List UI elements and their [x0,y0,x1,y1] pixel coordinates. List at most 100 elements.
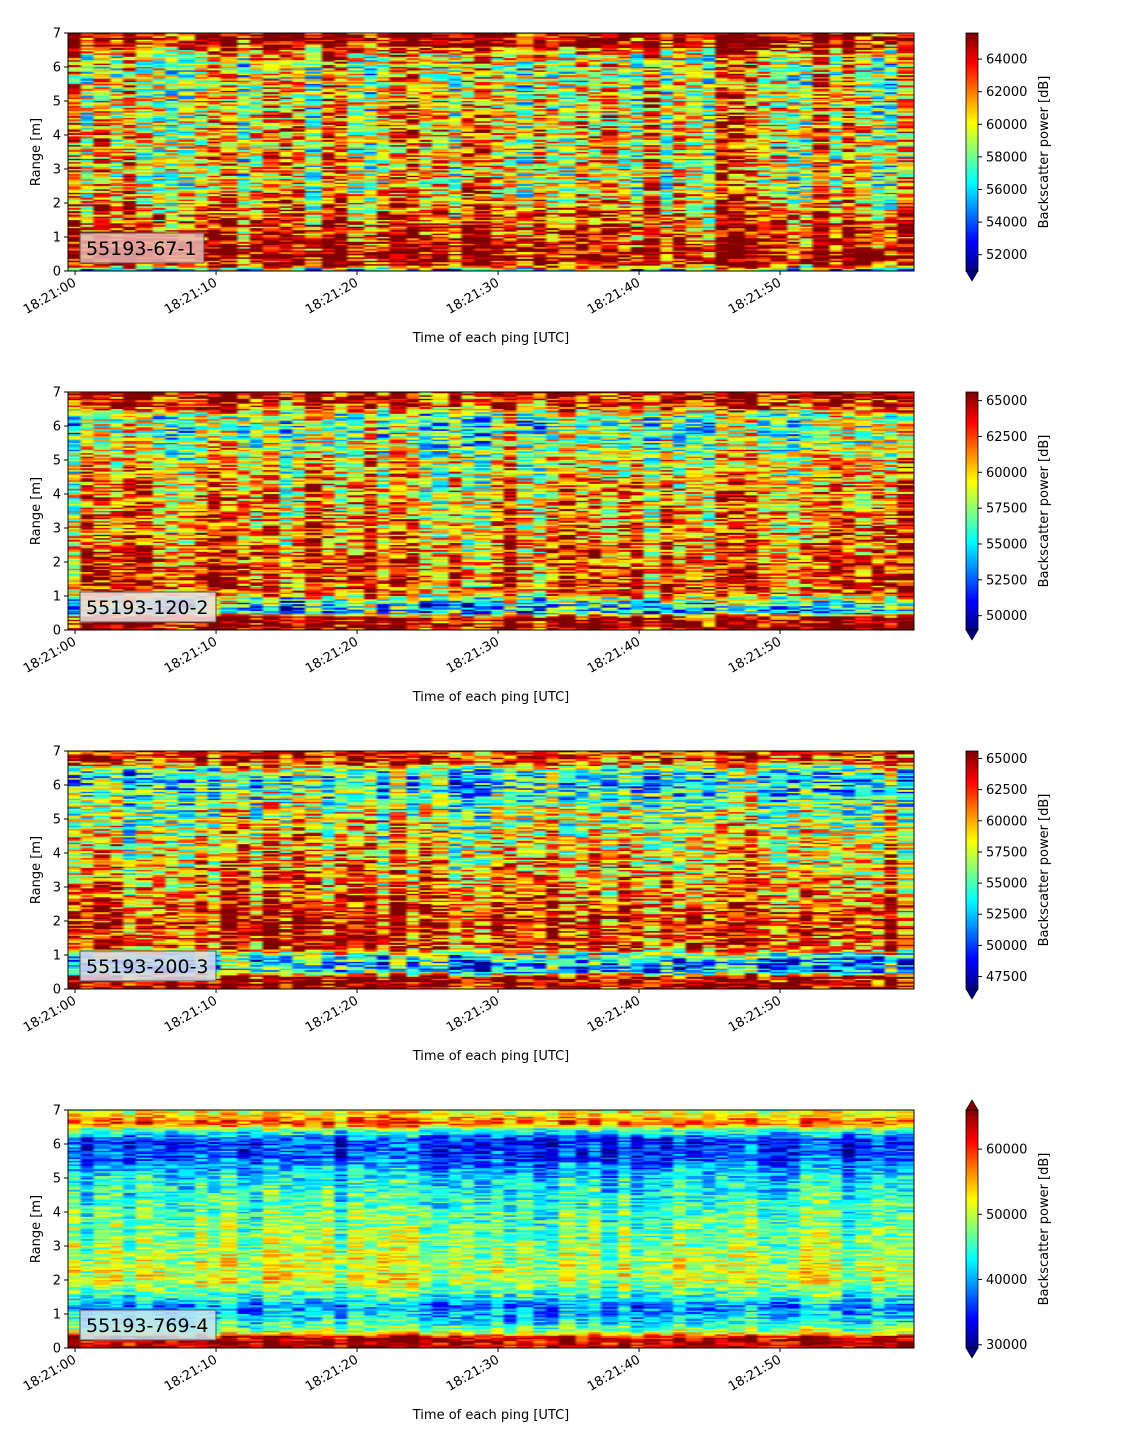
colorbar-tick-label: 50000 [986,939,1027,954]
colorbar-step [966,1121,978,1125]
colorbar-step [966,534,978,538]
colorbar-step [966,965,978,968]
colorbar-step [966,806,978,810]
colorbar-step [966,471,978,474]
colorbar: 52000 54000 56000 58000 60000 62000 64000 Backs… [965,32,1052,282]
colorbar-step [966,951,978,954]
colorbar-step [966,1215,978,1218]
colorbar-step [966,566,978,570]
colorbar-step [966,903,978,907]
colorbar-tick-label: 40000 [986,1273,1027,1288]
y-tick-label: 5 [53,95,61,110]
colorbar-step [966,1217,978,1220]
colorbar-step [966,185,978,189]
colorbar-step [966,943,978,946]
colorbar-step [966,477,978,480]
colorbar-step [966,870,978,873]
colorbar-step [966,1334,978,1337]
colorbar-step [966,485,978,488]
colorbar-step [966,832,978,835]
colorbar-tick-label: 47500 [986,970,1027,985]
colorbar-step [966,754,978,758]
panel-1: 0 1 2 3 4 5 6 7 Range [m] 18:21:00 18:21:10 18:21:2… [21,27,1052,347]
colorbar-step [966,46,978,50]
colorbar-step [966,1205,978,1208]
colorbar-step [966,201,978,205]
colorbar-step [966,602,978,605]
colorbar-step [966,895,978,899]
y-axis-label: Range [m] [29,1195,44,1263]
colorbar-step [966,33,978,36]
colorbar-step [966,191,978,195]
colorbar-step [966,804,978,808]
y-tick-label: 6 [53,779,61,794]
colorbar-step [966,1232,978,1236]
colorbar-step [966,1278,978,1282]
colorbar-step [966,1135,978,1139]
colorbar-step [966,576,978,580]
colorbar-step [966,790,978,794]
colorbar-step [966,586,978,589]
colorbar-step [966,161,978,165]
colorbar-step [966,917,978,921]
colorbar-step [966,1312,978,1315]
colorbar-step [966,116,978,119]
colorbar-step [966,1163,978,1167]
colorbar-step [966,1113,978,1117]
colorbar-step [966,606,978,609]
colorbar-tick-label: 62500 [986,430,1027,445]
colorbar-step [966,957,978,960]
colorbar-step [966,1258,978,1262]
colorbar-tick-label: 62000 [986,85,1027,100]
colorbar-step [966,818,978,822]
colorbar-step [966,58,978,62]
colorbar-step [966,493,978,496]
colorbar-step [966,532,978,536]
colorbar-step [966,481,978,484]
colorbar-step [966,1191,978,1194]
colorbar-step [966,947,978,950]
colorbar-step [966,393,978,397]
colorbar-step [966,203,978,207]
colorbar-step [966,261,978,264]
colorbar-step [966,1322,978,1325]
x-tick-label: 18:21:20 [303,1352,361,1394]
y-tick-label: 1 [53,231,61,246]
x-tick-label: 18:21:30 [444,634,502,676]
colorbar-step [966,165,978,169]
colorbar-step [966,76,978,80]
colorbar-step [966,608,978,611]
colorbar-tick-label: 62500 [986,783,1027,798]
colorbar-step [966,159,978,163]
colorbar-step [966,475,978,478]
colorbar-step [966,181,978,185]
colorbar-step [966,233,978,236]
colorbar-step [966,584,978,587]
colorbar-step [966,205,978,209]
colorbar-step [966,1230,978,1234]
colorbar-step [966,1119,978,1123]
colorbar-step [966,1276,978,1280]
colorbar-step [966,427,978,431]
colorbar-step [966,842,978,845]
colorbar-step [966,1159,978,1163]
colorbar-step [966,616,978,619]
colorbar-step [966,441,978,445]
colorbar-step [966,546,978,550]
x-tick-label: 18:21:50 [726,1352,784,1394]
colorbar-step [966,1141,978,1145]
colorbar-step [966,110,978,113]
colorbar-step [966,937,978,941]
colorbar-step [966,766,978,770]
colorbar-step [966,868,978,871]
colorbar-step [966,610,978,613]
colorbar-step [966,96,978,100]
colorbar-step [966,425,978,429]
colorbar-step [966,1185,978,1188]
colorbar-step [966,919,978,923]
colorbar-step [966,792,978,796]
colorbar-step [966,931,978,935]
colorbar-step [966,153,978,157]
colorbar-tick-label: 52500 [986,908,1027,923]
